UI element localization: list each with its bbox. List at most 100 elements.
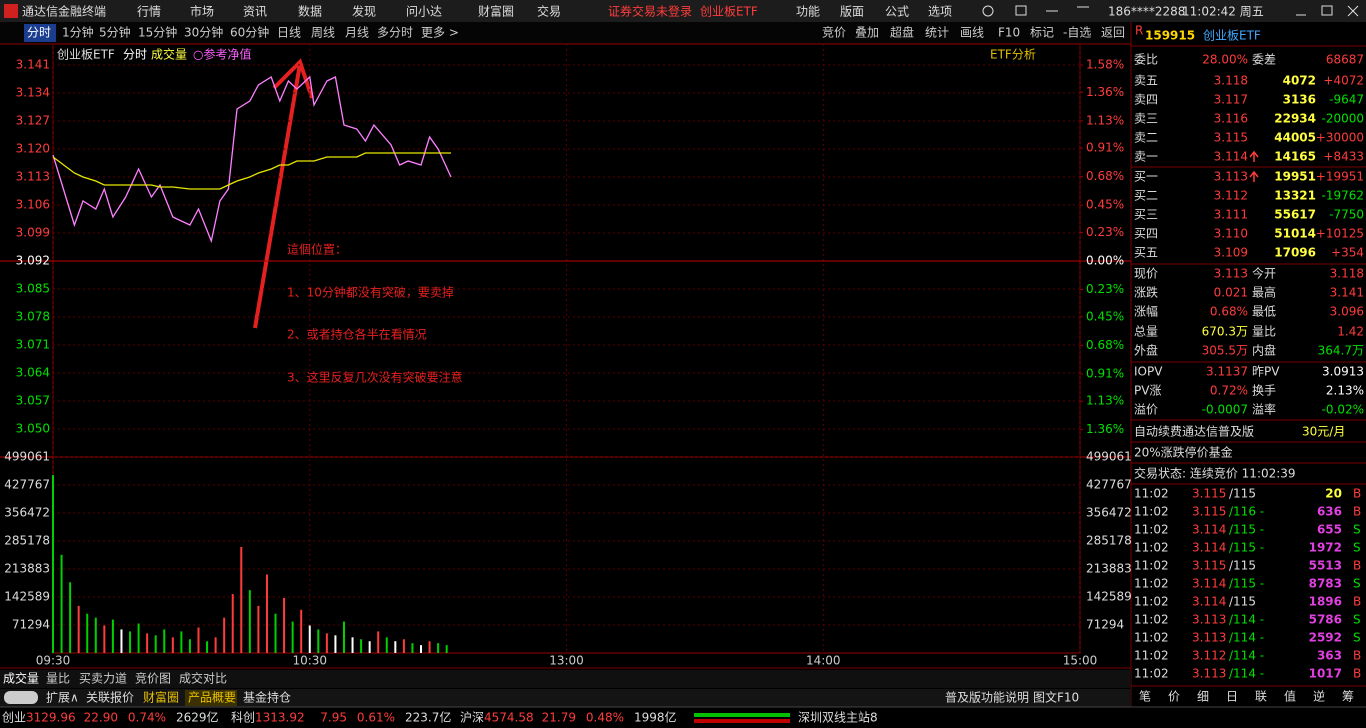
tool-button[interactable]: 返回 (1101, 26, 1125, 40)
window-controls (982, 5, 1359, 17)
book-change: +10125 (1316, 227, 1364, 241)
volume-bar (334, 635, 337, 653)
detail-tab[interactable]: 值 (1284, 689, 1296, 704)
tick-time: 11:02 (1134, 667, 1169, 681)
ctl-icon[interactable] (982, 5, 994, 17)
index-name: 沪深 (460, 711, 484, 725)
sub-tab[interactable]: 基金持仓 (243, 690, 291, 705)
indicator-tab[interactable]: 成交量 (3, 671, 39, 686)
volume-bar (154, 635, 157, 653)
stat-label: PV涨 (1134, 383, 1161, 398)
period-tab[interactable]: 日线 (277, 26, 301, 40)
etf-analysis[interactable]: ETF分析 (990, 48, 1036, 62)
ctl-icon[interactable] (1015, 5, 1027, 16)
period-tab[interactable]: 30分钟 (184, 25, 223, 40)
book-price: 3.117 (1214, 93, 1248, 107)
tool-button[interactable]: 统计 (925, 26, 949, 40)
close[interactable] (1347, 5, 1359, 17)
index-amount: 223.7亿 (405, 710, 451, 725)
server: 深圳双线主站8 (798, 711, 878, 725)
menu-item[interactable]: 版面 (840, 5, 864, 19)
tool-button[interactable]: F10 (998, 26, 1020, 40)
menu-item[interactable]: 市场 (190, 4, 214, 19)
book-volume: 14165 (1274, 150, 1316, 164)
tool-button[interactable]: 超盘 (890, 25, 914, 40)
chart-header: 成交量 (151, 47, 187, 62)
toggle[interactable] (4, 691, 38, 704)
tick-side: S (1353, 577, 1361, 591)
tick-side: S (1353, 631, 1361, 645)
sub-tab[interactable]: 扩展∧ (46, 691, 79, 705)
tick-price: 3.112 (1192, 649, 1226, 663)
tool-button[interactable]: 画线 (960, 26, 984, 40)
menu-item[interactable]: 交易 (537, 4, 561, 19)
period-tab[interactable]: 5分钟 (99, 25, 131, 40)
stat-value: 0.021 (1214, 286, 1248, 300)
menu-item[interactable]: 行情 (137, 5, 161, 19)
menu-item[interactable]: 问小达 (406, 5, 442, 19)
vol-tick-label: 427767 (4, 477, 50, 491)
menu-item[interactable]: 发现 (352, 4, 376, 19)
y-tick-label: 3.085 (16, 282, 50, 296)
period-tab[interactable]: 分时 (27, 26, 51, 40)
period-tab[interactable]: 更多 > (421, 26, 459, 40)
indicator-tab[interactable]: 竞价图 (135, 672, 171, 686)
volume-bar (214, 637, 217, 653)
period-tab[interactable]: 月线 (345, 26, 369, 40)
period-tab[interactable]: 周线 (311, 26, 335, 40)
vol-tick-label-right: 285178 (1086, 533, 1132, 547)
maximize[interactable] (1321, 5, 1333, 16)
sub-tab[interactable]: 关联报价 (86, 690, 134, 705)
period-tab[interactable]: 15分钟 (138, 25, 177, 40)
menu-item[interactable]: 财富圈 (478, 4, 514, 19)
volume-bar (111, 619, 114, 653)
period-tab[interactable]: 60分钟 (230, 25, 269, 40)
book-volume: 3136 (1283, 93, 1316, 107)
tool-button[interactable]: 竞价 (822, 26, 846, 40)
sub-tab-right[interactable]: 图文F10 (1033, 690, 1079, 705)
sub-tab[interactable]: 财富圈 (143, 690, 179, 705)
period-tab[interactable]: 1分钟 (62, 25, 94, 40)
vol-tick-label: 142589 (4, 589, 50, 603)
vol-tick-label: 71294 (12, 618, 50, 632)
volume-bar (163, 629, 166, 653)
indicator-tab[interactable]: 量比 (46, 672, 70, 686)
indicator-tab[interactable]: 成交对比 (179, 671, 227, 686)
index-pct: 0.48% (586, 711, 624, 725)
stat-label: 今开 (1252, 266, 1276, 281)
tick-time: 11:02 (1134, 505, 1169, 519)
tick-side: S (1353, 613, 1361, 627)
tick-side: B (1353, 667, 1361, 681)
tick-quote: /114 - (1229, 649, 1264, 663)
volume-bar (69, 582, 72, 653)
detail-tab[interactable]: 细 (1197, 690, 1209, 704)
tool-button[interactable]: 叠加 (855, 26, 879, 40)
tick-quote: /114 - (1229, 631, 1264, 645)
tool-button[interactable]: 标记 (1030, 26, 1054, 40)
y-tick-label: 3.064 (16, 366, 50, 380)
detail-tab[interactable]: 联 (1255, 690, 1267, 704)
sub-tab[interactable]: 产品概要 (188, 691, 236, 705)
stat-value: 364.7万 (1318, 344, 1364, 358)
statusbar-bg (0, 708, 1366, 728)
security-code: 159915 (1145, 29, 1195, 43)
detail-tab[interactable]: 日 (1226, 690, 1238, 704)
volume-bar (171, 637, 174, 653)
x-tick-label: 15:00 (1063, 654, 1098, 668)
detail-tab[interactable]: 逆 (1313, 689, 1325, 704)
menu-item[interactable]: 选项 (928, 5, 952, 19)
period-tab[interactable]: 多分时 (377, 26, 413, 40)
detail-tab[interactable]: 笔 (1139, 689, 1151, 704)
detail-tab[interactable]: 价 (1168, 690, 1180, 704)
indicator-tab[interactable]: 买卖力道 (79, 672, 127, 686)
menu-item[interactable]: 数据 (298, 4, 322, 19)
book-volume: 19951 (1274, 170, 1316, 184)
volume-bar (129, 631, 132, 653)
tick-price: 3.113 (1192, 667, 1226, 681)
tool-button[interactable]: -自选 (1063, 26, 1091, 40)
menu-item[interactable]: 功能 (796, 5, 820, 19)
detail-tab[interactable]: 筹 (1342, 690, 1354, 704)
sub-tab-right[interactable]: 普及版功能说明 (945, 690, 1029, 705)
menu-item[interactable]: 资讯 (243, 5, 267, 19)
menu-item[interactable]: 公式 (885, 5, 909, 19)
